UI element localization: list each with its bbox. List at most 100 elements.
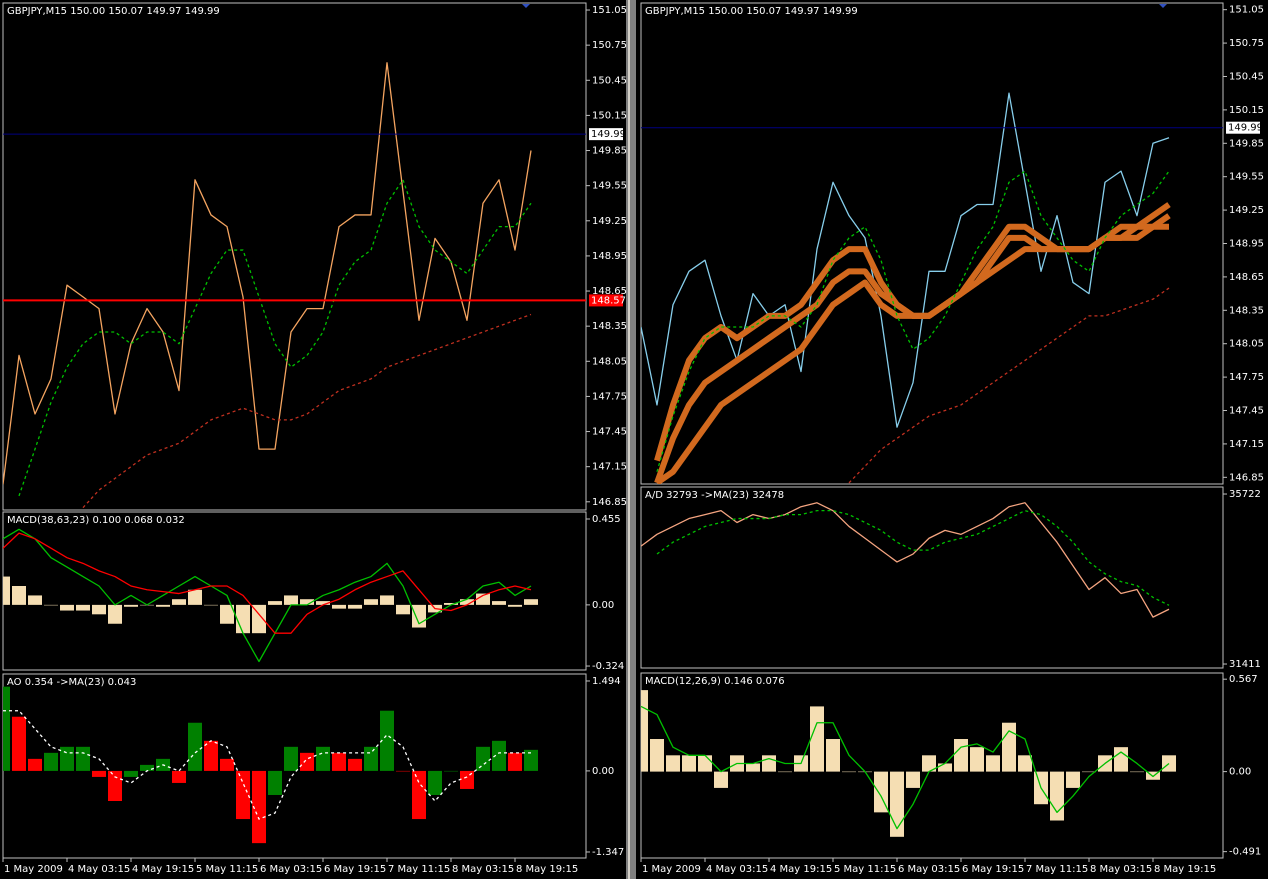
y-tick-label: -0.491	[1229, 847, 1261, 858]
y-tick-label: 147.15	[592, 462, 627, 473]
y-tick-label: 1.494	[592, 676, 621, 687]
price-label-box	[589, 128, 623, 141]
histogram-bar	[220, 758, 234, 771]
histogram-bar	[92, 770, 106, 777]
histogram-bar	[444, 602, 458, 605]
marker	[1159, 4, 1167, 8]
histogram-bar	[666, 755, 680, 772]
y-tick-label: 147.45	[1229, 406, 1264, 417]
histogram-bar	[236, 770, 250, 820]
y-tick-label: 150.75	[1229, 38, 1264, 49]
histogram-bar	[1018, 755, 1032, 772]
histogram-bar	[204, 604, 218, 606]
y-tick-label: 31411	[1229, 659, 1261, 670]
histogram-bar	[188, 589, 202, 605]
histogram-bar	[124, 604, 138, 607]
histogram-bar	[268, 770, 282, 795]
histogram-bar	[524, 749, 538, 771]
histogram-bar	[428, 770, 442, 795]
band-line	[655, 223, 1169, 484]
histogram-bar	[188, 722, 202, 771]
x-tick-label: 5 May 11:15	[196, 864, 258, 875]
histogram-bar	[44, 752, 58, 771]
y-tick-label: 148.35	[1229, 305, 1264, 316]
histogram-bar	[28, 595, 42, 605]
histogram-bar	[1066, 771, 1080, 788]
histogram-bar	[890, 771, 904, 837]
x-tick-label: 5 May 11:15	[834, 864, 896, 875]
price-label: 148.57	[591, 295, 626, 306]
histogram-bar	[698, 755, 712, 772]
window-splitter[interactable]	[626, 0, 636, 879]
histogram-bar	[204, 740, 218, 771]
histogram-bar	[364, 599, 378, 605]
histogram-bar	[762, 755, 776, 772]
y-tick-label: 147.45	[592, 427, 627, 438]
histogram-bar	[986, 755, 1000, 772]
histogram-bar	[284, 595, 298, 605]
y-tick-label: -0.324	[592, 661, 624, 672]
price-label-box	[589, 294, 623, 307]
x-tick-label: 7 May 11:15	[388, 864, 450, 875]
y-tick-label: 149.25	[1229, 205, 1264, 216]
x-tick-label: 4 May 19:15	[770, 864, 832, 875]
ma-line	[848, 287, 1170, 484]
panel-frame	[640, 486, 1224, 669]
x-tick-label: 1 May 2009	[4, 864, 63, 875]
x-tick-label: 1 May 2009	[642, 864, 701, 875]
histogram-bar	[460, 770, 474, 789]
histogram-bar	[412, 770, 426, 820]
histogram-bar	[1130, 771, 1144, 773]
histogram-bar	[1050, 771, 1064, 821]
y-tick-label: 147.15	[1229, 439, 1264, 450]
histogram-bar	[476, 593, 490, 605]
histogram-bar	[332, 752, 346, 771]
histogram-bar	[12, 585, 26, 605]
price-label: 149.99	[591, 129, 626, 140]
panel-title: A/D 32793 ->MA(23) 32478	[645, 490, 784, 501]
histogram-bar	[252, 604, 266, 634]
histogram-bar	[641, 690, 648, 772]
y-tick-label: 0.00	[1229, 767, 1251, 778]
panel-frame	[2, 2, 587, 511]
histogram-bar	[842, 771, 856, 773]
x-tick-label: 4 May 03:15	[68, 864, 130, 875]
y-tick-label: 147.75	[1229, 372, 1264, 383]
y-tick-label: 0.00	[592, 766, 614, 777]
histogram-bar	[60, 746, 74, 771]
histogram-bar	[1002, 722, 1016, 772]
histogram-bar	[156, 604, 170, 607]
splitter-edge	[628, 0, 630, 879]
histogram-bar	[348, 604, 362, 609]
ma-line	[18, 179, 532, 497]
histogram-bar	[252, 770, 266, 844]
y-tick-label: 148.05	[592, 356, 627, 367]
histogram-bar	[364, 746, 378, 771]
histogram-bar	[220, 604, 234, 624]
histogram-bar	[172, 599, 186, 605]
histogram-bar	[268, 601, 282, 605]
histogram-bar	[444, 770, 458, 772]
histogram-bar	[810, 706, 824, 772]
panel-title: MACD(38,63,23) 0.100 0.068 0.032	[7, 515, 185, 526]
histogram-bar	[284, 746, 298, 771]
histogram-bar	[332, 604, 346, 609]
histogram-bar	[938, 763, 952, 772]
histogram-bar	[1082, 771, 1096, 773]
histogram-bar	[746, 763, 760, 772]
series-line	[641, 502, 1170, 618]
y-tick-label: 0.00	[592, 600, 614, 611]
histogram-bar	[922, 755, 936, 772]
y-tick-label: 150.15	[592, 110, 627, 121]
histogram-bar	[906, 771, 920, 788]
panel-title: MACD(12,26,9) 0.146 0.076	[645, 676, 785, 687]
y-tick-label: 148.65	[1229, 272, 1264, 283]
histogram-bar	[954, 739, 968, 772]
x-tick-label: 8 May 19:15	[516, 864, 578, 875]
y-tick-label: 0.567	[1229, 674, 1258, 685]
histogram-bar	[124, 770, 138, 777]
price-label-box	[1226, 121, 1260, 134]
x-tick-label: 6 May 03:15	[260, 864, 322, 875]
price-label: 149.99	[1228, 123, 1263, 134]
